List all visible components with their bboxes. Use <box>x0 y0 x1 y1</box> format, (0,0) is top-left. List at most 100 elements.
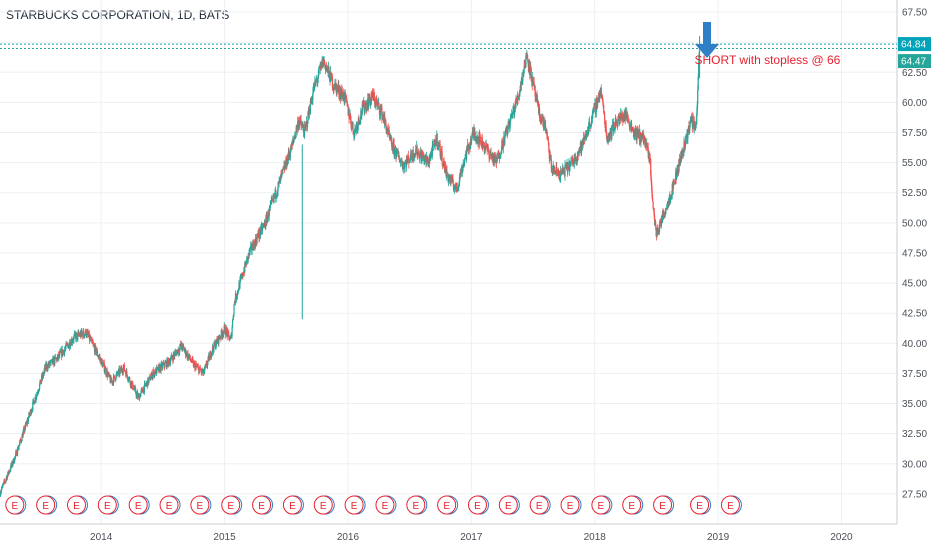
candle-body <box>293 139 295 141</box>
candle-body <box>410 150 412 157</box>
candle-body <box>421 153 424 158</box>
candle-body <box>453 188 455 191</box>
y-tick-label: 62.50 <box>902 68 927 79</box>
y-tick-label: 32.50 <box>902 429 927 440</box>
candle-body <box>530 65 532 68</box>
earnings-marker-label: E <box>505 501 512 512</box>
candle-body <box>324 63 326 65</box>
candle-body <box>300 120 302 125</box>
candle-body <box>1 485 4 487</box>
earnings-marker-label: E <box>628 501 635 512</box>
earnings-marker <box>498 495 518 515</box>
candle-body <box>385 126 387 134</box>
candle-body <box>655 226 657 236</box>
candle-body <box>296 125 298 131</box>
candle-body <box>259 229 261 236</box>
candle-body <box>564 164 567 166</box>
candle-body <box>276 196 278 197</box>
candle-body <box>309 113 311 115</box>
candle-body <box>95 352 98 354</box>
candle-body <box>126 370 128 375</box>
candle-body <box>463 163 465 165</box>
candle-body <box>173 353 175 356</box>
candle-body <box>127 379 129 381</box>
candle-body <box>443 161 446 172</box>
candle-body <box>559 177 561 180</box>
candle-body <box>191 358 193 362</box>
candle-body <box>182 344 184 350</box>
earnings-marker-label: E <box>227 501 234 512</box>
y-tick-label: 35.00 <box>902 399 927 410</box>
candle-body <box>263 223 265 225</box>
candle-body <box>533 81 535 83</box>
candle-body <box>240 276 242 278</box>
candle-body <box>335 83 337 87</box>
candle-body <box>654 221 657 227</box>
candle-body <box>227 330 229 332</box>
y-tick-label: 27.50 <box>902 489 927 500</box>
price-tag-lower-label: 64.47 <box>901 57 926 68</box>
x-tick-label: 2019 <box>707 532 730 543</box>
candle-body <box>570 161 572 164</box>
candle-body <box>344 91 346 101</box>
candle-body <box>635 129 637 131</box>
candle-body <box>262 225 264 228</box>
candle-body <box>54 356 56 364</box>
y-tick-label: 45.00 <box>902 279 927 290</box>
candle-body <box>91 338 93 342</box>
candle-body <box>156 367 158 374</box>
candle-body <box>371 96 373 101</box>
candle-body <box>637 136 640 138</box>
candle-body <box>71 341 74 343</box>
candle-body <box>559 175 561 180</box>
candle-body <box>504 134 506 144</box>
candle-body <box>434 140 436 144</box>
candle-body <box>376 100 378 105</box>
candle-body <box>90 338 92 341</box>
candle-body <box>54 356 56 358</box>
candle-body <box>393 142 395 144</box>
candle-body <box>268 207 270 216</box>
candle-body <box>92 343 95 345</box>
candle-body <box>408 160 410 164</box>
candle-body <box>86 331 88 336</box>
candle-body <box>500 151 502 154</box>
candle-body <box>695 124 697 126</box>
earnings-marker <box>221 495 241 515</box>
candle-body <box>14 456 16 458</box>
candle-body <box>319 65 321 69</box>
candle-body <box>553 169 555 174</box>
candle-body <box>233 301 236 305</box>
candle-body <box>370 97 372 105</box>
candle-body <box>689 121 691 123</box>
candle-body <box>221 330 223 333</box>
candle-body <box>688 129 690 134</box>
candle-body <box>269 204 271 208</box>
candle-body <box>117 370 120 375</box>
earnings-marker-label: E <box>536 501 543 512</box>
candle-body <box>606 132 608 140</box>
candle-body <box>43 370 45 374</box>
candle-body <box>381 106 383 120</box>
y-tick-label: 67.50 <box>902 8 927 19</box>
candle-body <box>621 112 623 120</box>
candle-body <box>504 131 506 135</box>
candle-body <box>454 187 456 189</box>
candle-body <box>4 481 6 482</box>
candle-body <box>2 484 4 486</box>
candle-body <box>463 162 465 164</box>
candle-body <box>569 163 572 165</box>
candle-body <box>402 164 405 165</box>
candle-body <box>603 104 605 113</box>
candle-body <box>265 216 267 227</box>
candle-body <box>548 142 550 152</box>
candle-body <box>170 357 172 361</box>
candle-body <box>55 357 57 359</box>
earnings-marker <box>128 495 148 515</box>
candle-body <box>270 200 272 203</box>
candle-body <box>31 409 33 412</box>
candle-body <box>452 183 454 188</box>
candle-body <box>488 148 490 153</box>
candle-body <box>0 491 2 494</box>
